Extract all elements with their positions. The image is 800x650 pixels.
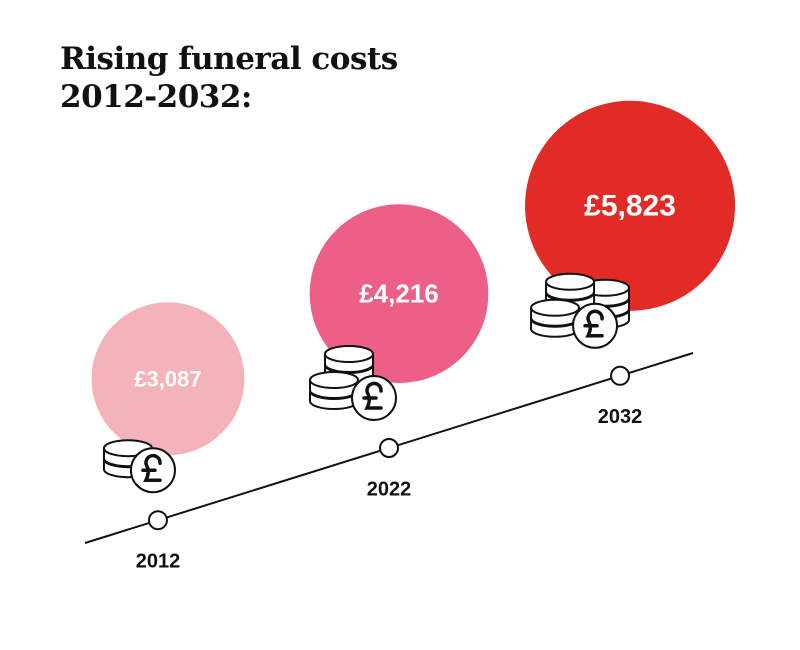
x-tick-label: 2032 <box>598 406 643 428</box>
coin-icon <box>102 439 176 494</box>
coin-top <box>324 345 374 363</box>
bubble <box>525 100 736 311</box>
pound-sign <box>141 453 162 482</box>
coin-top <box>309 371 359 389</box>
coin-icon <box>309 345 397 421</box>
coin-top <box>530 298 581 317</box>
timeline-dot <box>147 510 168 531</box>
x-tick-label: 2012 <box>136 550 181 572</box>
chart-title: Rising funeral costs 2012-2032: <box>60 41 398 115</box>
pound-sign <box>362 381 383 410</box>
x-tick-label: 2022 <box>367 478 412 500</box>
bubble <box>91 302 245 456</box>
pound-sign <box>583 309 604 338</box>
coin-top <box>545 272 596 291</box>
coin-icon <box>530 272 631 349</box>
value-label: £3,087 <box>134 367 201 392</box>
value-label: £5,823 <box>584 190 676 223</box>
timeline-dot <box>610 365 631 386</box>
value-label: £4,216 <box>359 279 439 309</box>
timeline-dot <box>379 438 399 458</box>
bubble <box>309 204 489 383</box>
